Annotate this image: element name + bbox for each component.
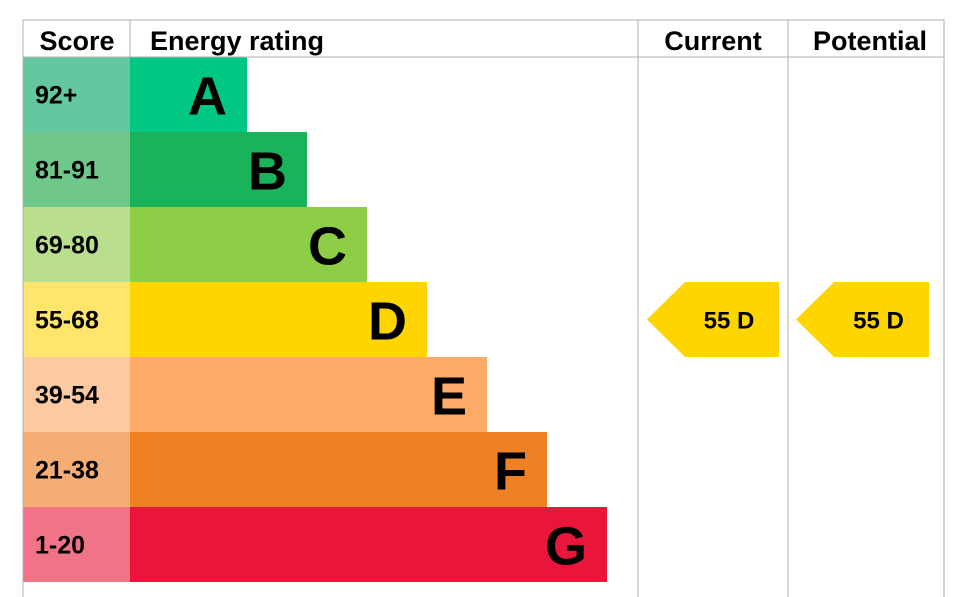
score-range-label: 21-38 [35,457,99,485]
rating-bar [130,207,367,282]
rating-letter: D [368,292,407,352]
potential-rating: 55 D [796,282,929,357]
score-range-label: 81-91 [35,157,99,185]
rating-bar [130,357,487,432]
rating-letter: F [494,442,527,502]
rating-bar [130,507,607,582]
score-range-label: 39-54 [35,382,99,410]
rating-bar [130,282,427,357]
current-rating-label: 55 D [704,308,755,335]
rating-letter: E [431,367,467,427]
potential-rating-arrow [796,282,929,357]
score-cell [23,357,130,432]
current-rating: 55 D [647,282,779,357]
potential-header: Potential [813,26,927,56]
rating-bar [130,132,307,207]
table-border [22,19,945,597]
band-f: 21-38 F [23,432,547,507]
score-cell [23,282,130,357]
band-g: 1-20 G [23,507,607,582]
score-cell [23,432,130,507]
current-header: Current [664,26,762,56]
score-cell [23,132,130,207]
band-a: 92+ A [23,57,247,132]
band-d: 55-68 D [23,282,427,357]
rating-bar [130,432,547,507]
rating-letter: C [308,217,347,277]
band-c: 69-80 C [23,207,367,282]
rating-letter: B [248,142,287,202]
score-range-label: 69-80 [35,232,99,260]
potential-rating-label: 55 D [853,308,904,335]
score-cell [23,207,130,282]
score-header: Score [39,26,114,56]
score-cell [23,57,130,132]
energy-rating-header: Energy rating [150,26,324,56]
current-rating-arrow [647,282,779,357]
score-range-label: 55-68 [35,307,99,335]
rating-letter: G [545,517,587,577]
score-range-label: 92+ [35,82,77,110]
band-b: 81-91 B [23,132,307,207]
score-range-label: 1-20 [35,532,85,560]
score-cell [23,507,130,582]
rating-bar [130,57,247,132]
rating-letter: A [188,67,227,127]
band-e: 39-54 E [23,357,487,432]
